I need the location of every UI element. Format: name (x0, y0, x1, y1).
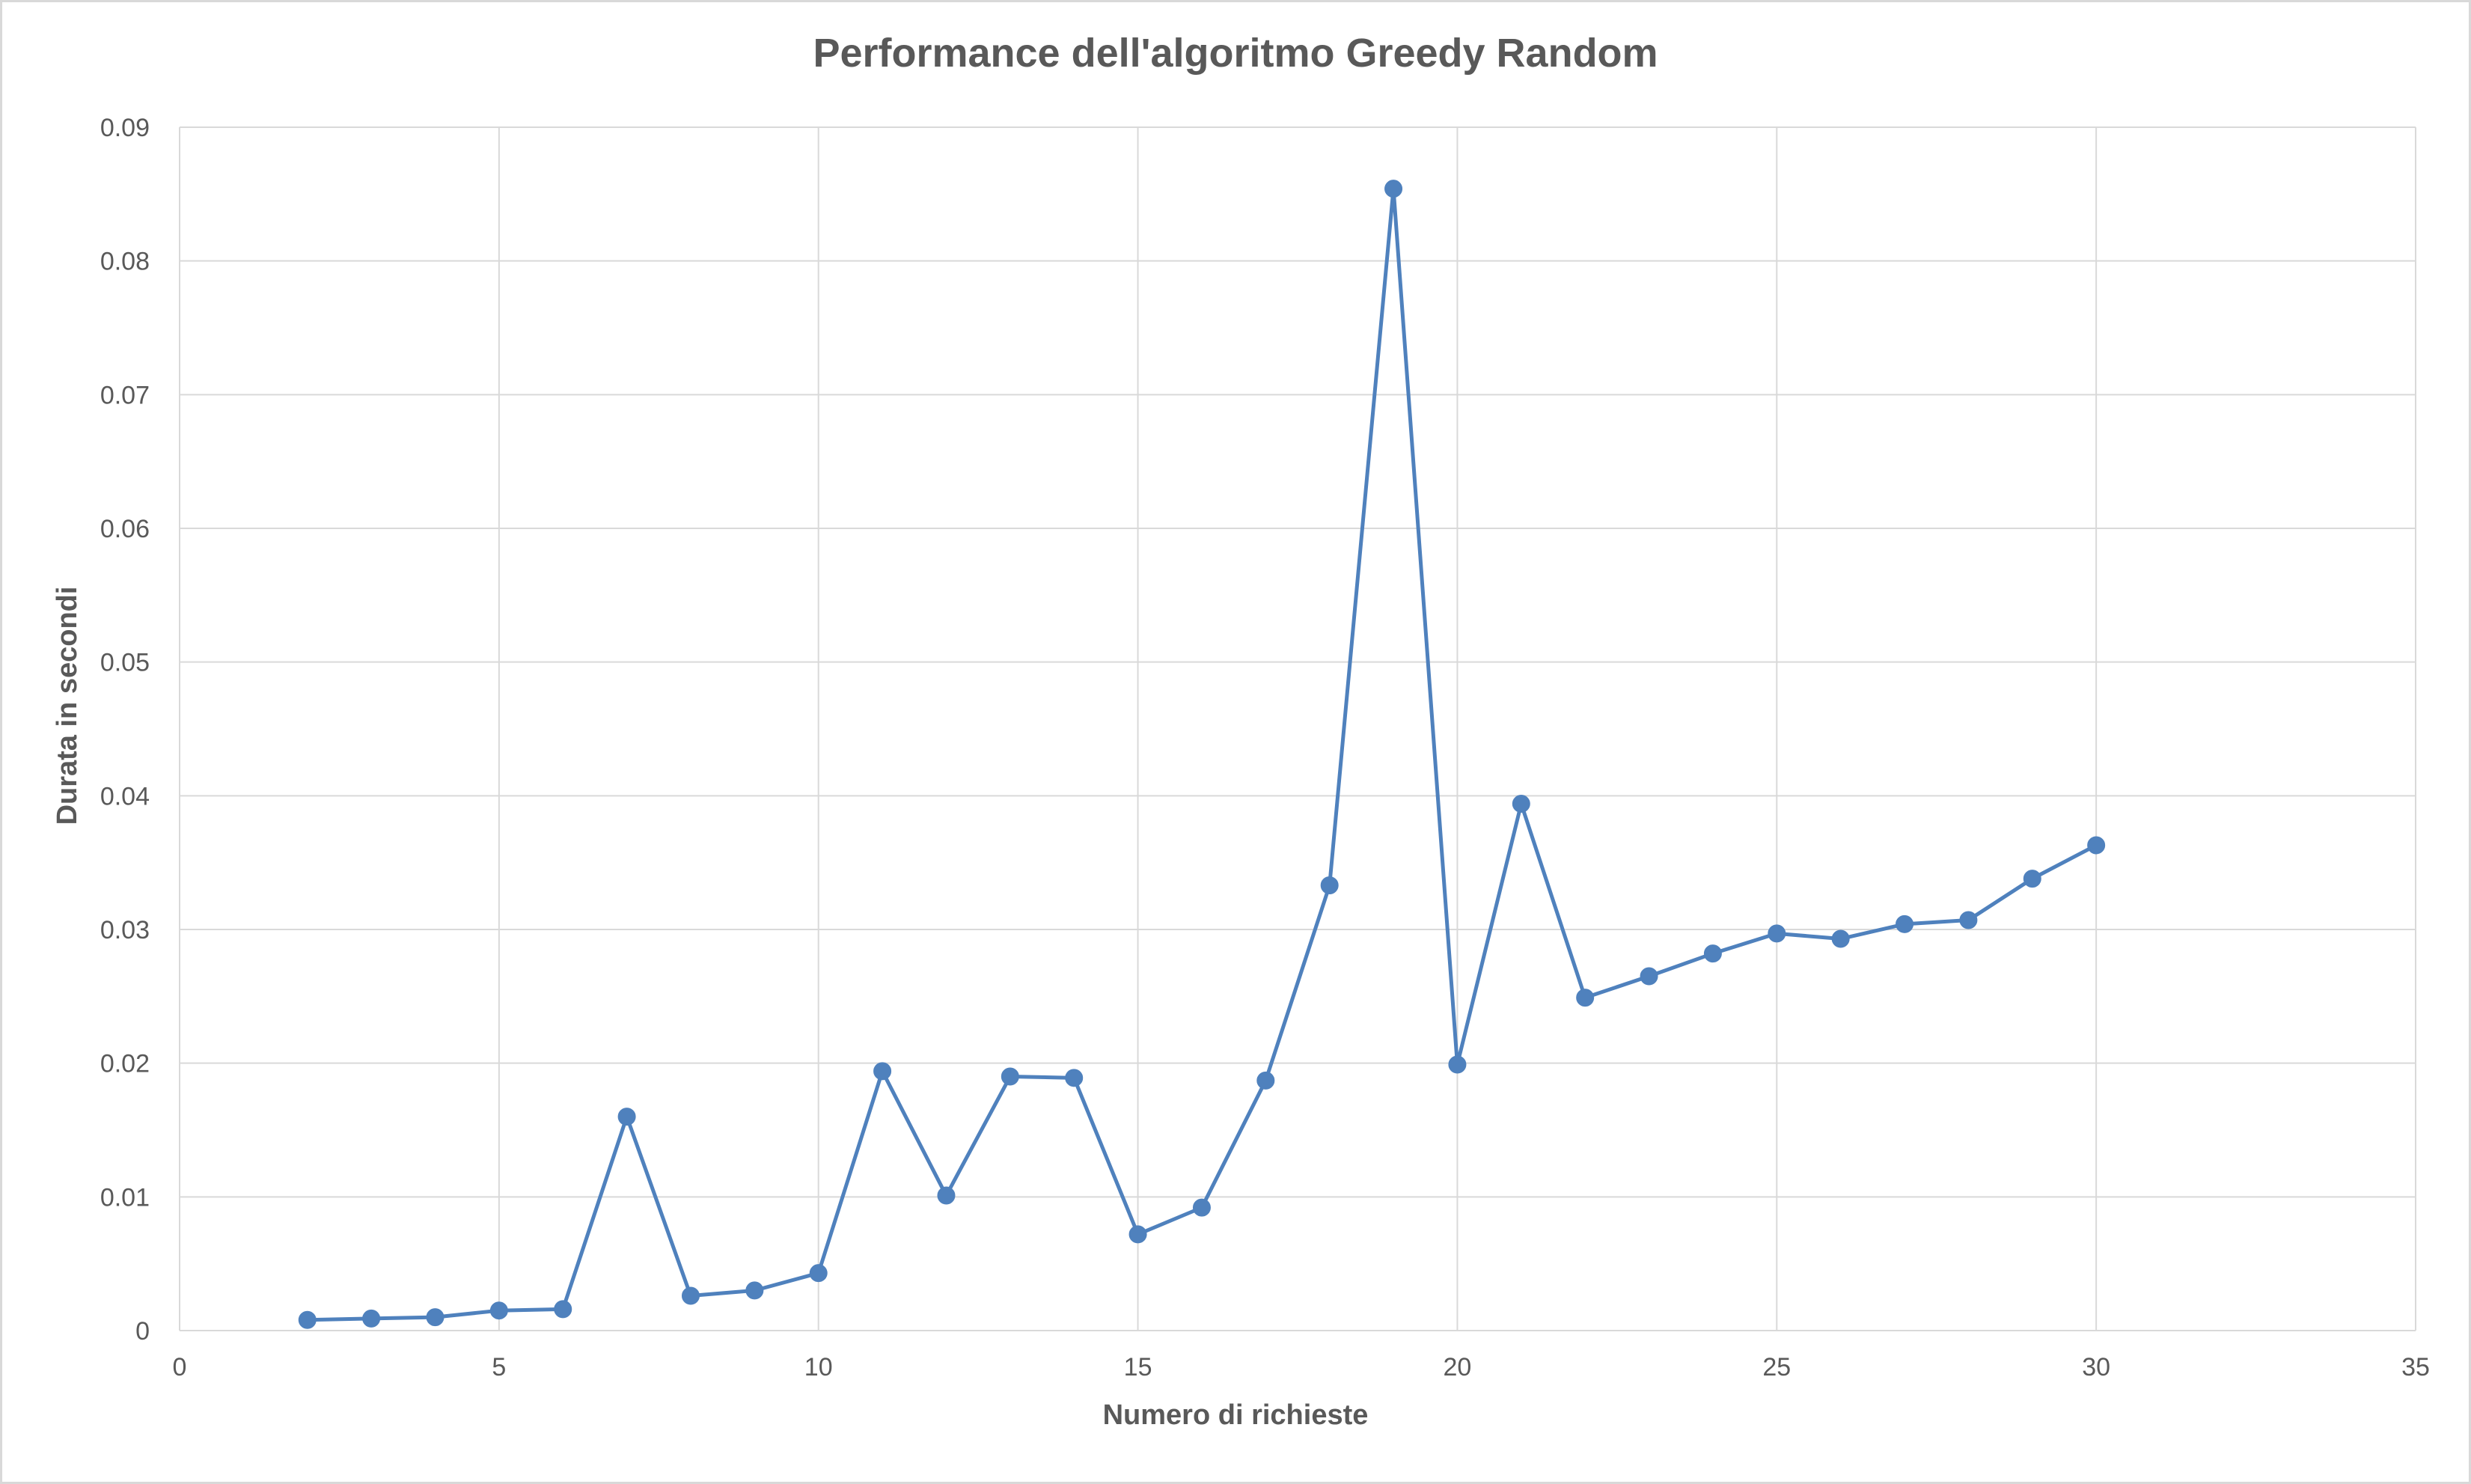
y-axis-label: Durata in secondi (52, 586, 83, 825)
data-point (1448, 1055, 1467, 1074)
data-point (873, 1062, 892, 1081)
data-point (2087, 836, 2106, 855)
y-tick-label: 0.01 (100, 1183, 150, 1212)
data-point (1703, 944, 1722, 963)
y-tick-label: 0.06 (100, 515, 150, 543)
data-point (1768, 924, 1786, 943)
y-tick-label: 0.02 (100, 1050, 150, 1078)
data-point (681, 1286, 700, 1305)
x-tick-label: 15 (1124, 1353, 1152, 1381)
y-tick-label: 0.04 (100, 782, 150, 810)
chart-title: Performance dell'algoritmo Greedy Random (813, 31, 1658, 76)
data-point (298, 1310, 317, 1329)
data-point (1384, 180, 1403, 198)
x-tick-label: 0 (173, 1353, 187, 1381)
series-line (305, 186, 2098, 1322)
x-tick-label: 20 (1444, 1353, 1472, 1381)
data-point (617, 1108, 636, 1126)
x-tick-label: 25 (1762, 1353, 1791, 1381)
data-point (554, 1300, 572, 1319)
y-tick-label: 0.03 (100, 916, 150, 944)
data-point (937, 1186, 956, 1205)
data-point (1001, 1067, 1019, 1086)
x-tick-label: 30 (2082, 1353, 2110, 1381)
data-point (1576, 989, 1595, 1007)
data-point (1640, 967, 1658, 986)
data-point (1896, 914, 1914, 933)
y-tick-label: 0.05 (100, 649, 150, 677)
data-point (1065, 1069, 1084, 1087)
data-point (809, 1264, 828, 1283)
data-point (1831, 929, 1850, 948)
y-tick-label: 0 (135, 1317, 150, 1346)
data-point (1256, 1071, 1275, 1090)
data-point (1512, 795, 1530, 813)
data-point (1128, 1225, 1147, 1244)
data-point (426, 1308, 445, 1327)
x-tick-label: 5 (492, 1353, 506, 1381)
y-tick-label: 0.09 (100, 114, 150, 142)
data-point (489, 1301, 508, 1320)
x-tick-label: 35 (2401, 1353, 2430, 1381)
data-point (1959, 911, 1978, 929)
data-point (745, 1281, 764, 1300)
data-point (362, 1309, 381, 1328)
x-tick-label: 10 (804, 1353, 833, 1381)
x-axis-label: Numero di richieste (1102, 1399, 1369, 1431)
data-point (1192, 1198, 1211, 1217)
y-tick-label: 0.08 (100, 248, 150, 276)
data-point (2023, 870, 2041, 888)
y-tick-label: 0.07 (100, 381, 150, 409)
data-point (1320, 876, 1339, 895)
